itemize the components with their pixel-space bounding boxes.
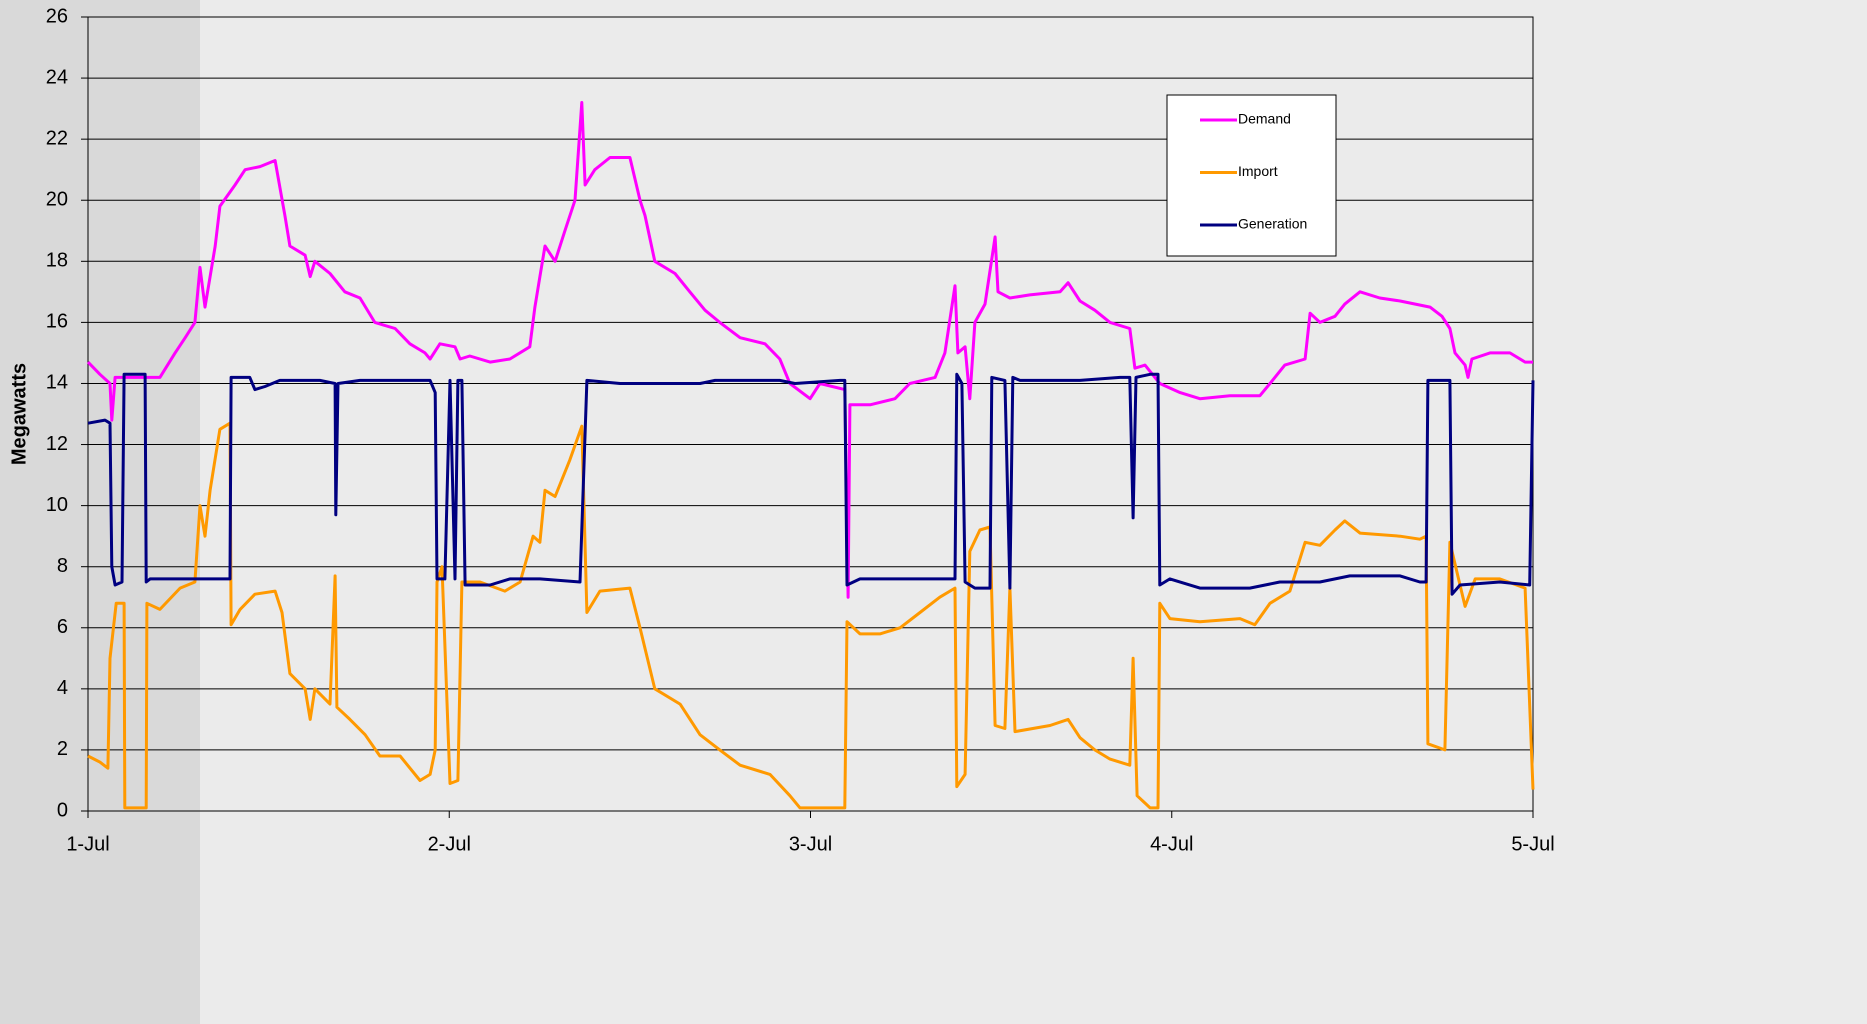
y-tick-label: 0 — [57, 799, 68, 821]
legend-label: Demand — [1238, 111, 1291, 127]
y-tick-label: 10 — [46, 494, 68, 516]
x-tick-label: 5-Jul — [1511, 833, 1554, 855]
y-tick-label: 16 — [46, 311, 68, 333]
y-tick-label: 2 — [57, 738, 68, 760]
y-tick-label: 22 — [46, 127, 68, 149]
x-tick-label: 2-Jul — [428, 833, 471, 855]
y-tick-label: 14 — [46, 372, 68, 394]
x-tick-label: 1-Jul — [66, 833, 109, 855]
legend-label: Import — [1238, 163, 1278, 179]
y-tick-label: 12 — [46, 433, 68, 455]
y-tick-label: 6 — [57, 616, 68, 638]
y-tick-label: 26 — [46, 5, 68, 27]
y-tick-label: 18 — [46, 250, 68, 272]
legend-box — [1166, 94, 1337, 257]
y-tick-label: 24 — [46, 66, 68, 88]
y-tick-label: 4 — [57, 677, 68, 699]
legend-label: Generation — [1238, 216, 1307, 232]
x-tick-label: 4-Jul — [1150, 833, 1193, 855]
x-tick-label: 3-Jul — [789, 833, 832, 855]
y-axis-label: Megawatts — [8, 363, 30, 465]
series-line — [87, 372, 1535, 596]
series-line — [87, 421, 1535, 810]
y-tick-label: 8 — [57, 555, 68, 577]
side-shade — [0, 0, 200, 1024]
series-line — [86, 101, 1533, 599]
y-tick-label: 20 — [46, 189, 68, 211]
